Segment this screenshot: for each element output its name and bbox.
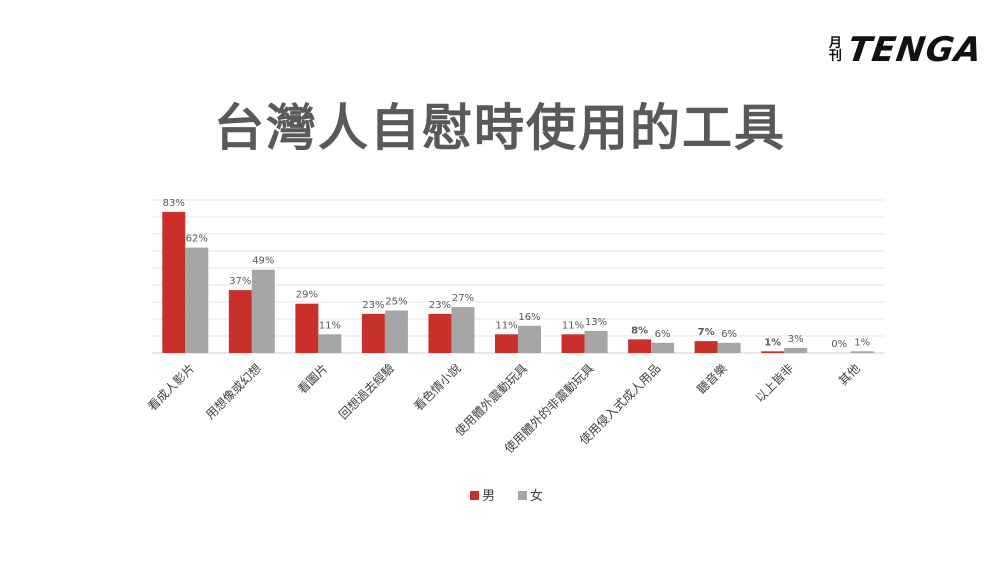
legend-label: 女 [530, 488, 543, 504]
category-label: 回想過去經驗 [336, 361, 398, 423]
data-label: 7% [698, 327, 715, 338]
data-label: 13% [585, 317, 607, 328]
bar-female [518, 325, 541, 353]
bar-female [451, 307, 475, 353]
data-label: 25% [385, 297, 407, 308]
category-label: 看色情小說 [411, 361, 464, 414]
data-label: 37% [229, 276, 251, 287]
tenga-logo: 月 刊 TENGA [829, 30, 985, 70]
category-label: 聽音樂 [694, 361, 730, 397]
data-label: 83% [163, 198, 185, 209]
data-label: 49% [252, 256, 274, 267]
data-label: 23% [362, 300, 384, 311]
data-label: 11% [319, 320, 341, 331]
bar-male [295, 303, 319, 353]
bar-male [561, 334, 585, 353]
logo-mark-top: 月 [828, 36, 842, 51]
bar-female [850, 351, 874, 353]
category-label: 其他 [836, 361, 863, 388]
bar-female [318, 334, 342, 353]
data-label: 6% [721, 329, 737, 340]
bar-female [384, 310, 408, 353]
bar-female [784, 347, 808, 353]
category-label: 看成人影片 [145, 361, 197, 413]
data-label: 11% [562, 320, 584, 331]
category-label: 用想像或幻想 [202, 361, 264, 423]
bar-male [694, 341, 718, 353]
bar-female [717, 342, 741, 353]
bar-male [428, 313, 452, 353]
bar-female [251, 269, 275, 353]
data-label: 16% [518, 312, 540, 323]
bar-male [761, 351, 785, 353]
data-label: 6% [655, 329, 671, 340]
data-label: 62% [186, 234, 208, 245]
bar-female [185, 247, 209, 353]
category-label: 看圖片 [295, 361, 330, 396]
data-label: 3% [788, 334, 804, 345]
data-label: 29% [296, 290, 318, 301]
bar-male [628, 339, 652, 353]
bar-male [495, 334, 518, 353]
data-label: 8% [631, 325, 648, 336]
chart-title: 台灣人自慰時使用的工具 [214, 99, 786, 157]
legend-label: 男 [482, 489, 495, 504]
category-label: 以上皆非 [752, 361, 796, 405]
legend-swatch [470, 491, 479, 500]
bar-female [584, 330, 608, 353]
bar-male [162, 211, 186, 353]
bar-male [228, 290, 252, 353]
data-label: 1% [854, 337, 870, 348]
data-label: 0% [831, 339, 847, 350]
category-label: 使用體外震動玩具 [452, 361, 530, 439]
logo-mark: 月 刊 [829, 37, 842, 63]
legend-swatch [518, 491, 527, 500]
data-label: 11% [495, 320, 517, 331]
bar-male [361, 313, 385, 353]
bar-female [651, 342, 675, 353]
data-label: 1% [764, 337, 781, 348]
data-label: 23% [429, 300, 451, 311]
data-label: 27% [452, 293, 474, 304]
logo-mark-bottom: 刊 [828, 49, 842, 64]
